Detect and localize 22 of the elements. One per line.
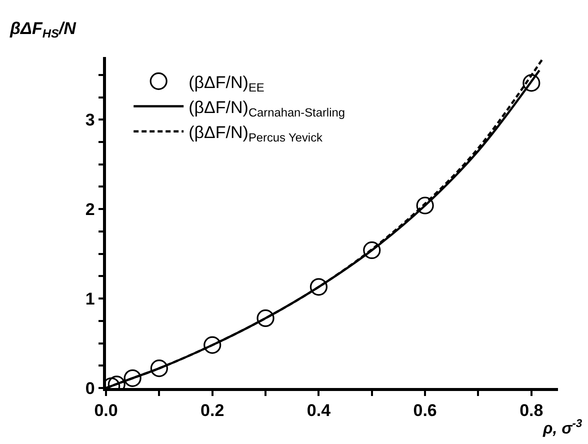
x-tick-label: 0.8 [520,401,544,420]
y-tick-label: 1 [85,289,95,308]
point [256,309,274,328]
x-tick-label: 0.6 [413,401,437,420]
point [522,74,540,92]
point [363,241,381,260]
point [124,369,142,387]
x-axis-title: ρ, σ$^{-3}$ [542,418,583,438]
text: 0.0 [94,401,118,420]
point [310,278,328,296]
y-tick-label: 2 [85,200,95,220]
point [204,336,222,354]
x-tick-label: 0.4 [306,401,332,420]
y-axis-title: βΔF$_{HS}$/N [9,19,77,41]
legend-label: (βΔF/N)$_{Carnahan-Starling}$ [188,98,345,120]
x-tick-label: 0.2 [200,401,224,420]
point [416,196,434,214]
y-tick-label: 3 [85,110,95,130]
legend-label: (βΔF/N)$_{Percus Yevick}$ [188,123,323,145]
legend-label: (βΔF/N)$_{EE}$ [188,72,264,94]
point [150,360,168,378]
y-tick-label: 0 [85,378,95,398]
